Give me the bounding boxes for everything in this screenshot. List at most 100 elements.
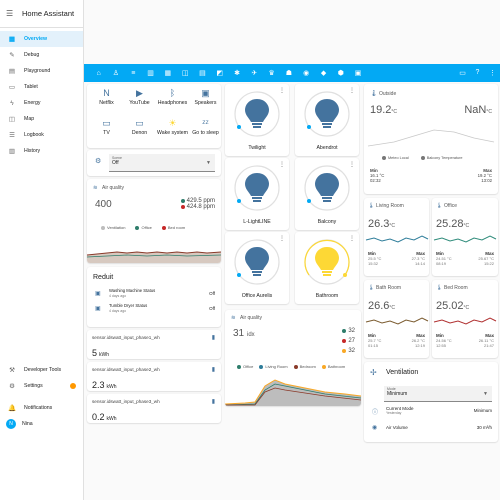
sidebar-item-map[interactable]: ◫ Map	[0, 111, 83, 127]
light-card-bathroom[interactable]: ⋮ Bathroom	[295, 232, 359, 304]
sensor-card[interactable]: sensor.idswatt_input_phase1_wh ▮ 5 kWh	[87, 330, 221, 359]
more-info-icon[interactable]: ⋮	[349, 88, 355, 94]
sidebar-item-icon: ▭	[8, 84, 16, 91]
view-tab-icon[interactable]: ☗	[285, 70, 293, 77]
media-tile-go-to-sleep[interactable]: ᶻᶻ Go to sleep	[188, 116, 221, 144]
room-card-bath-room[interactable]: 🌡 Bath Room 26.6°C Min 25.7 °C 01:15 Max 26.2 °…	[364, 280, 429, 358]
sidebar-item-overview[interactable]: ▦ Overview	[0, 31, 83, 47]
ventilation-mode-select[interactable]: Mode Minimum ▼	[384, 386, 492, 402]
view-tab-icon[interactable]: ◩	[216, 70, 224, 77]
light-card-abendrot[interactable]: ⋮ Abendrot	[295, 84, 359, 156]
room-min-time: 15:32	[368, 261, 379, 266]
sidebar-item-label: Notifications	[24, 405, 53, 411]
sidebar-item-label: Nina	[22, 421, 33, 427]
view-tab-icon[interactable]: ▤	[199, 70, 206, 77]
room-max: 26.11 °C	[478, 338, 494, 343]
air-stat-2: 424.8 ppm	[186, 204, 215, 210]
light-card-l-lightline[interactable]: ⋮ L-LightLINE	[225, 158, 289, 230]
sidebar-item-history[interactable]: ▥ History	[0, 143, 83, 159]
view-tab-icon[interactable]: ▣	[354, 70, 362, 77]
help-icon[interactable]: ?	[475, 69, 480, 76]
sidebar-item-debug[interactable]: ✎ Debug	[0, 47, 83, 63]
ventilation-mode-value: Minimum	[387, 391, 408, 397]
air-quality-2-unit: idx	[247, 332, 255, 338]
air2-stat: 32	[348, 348, 355, 354]
light-card-office-aurelis[interactable]: ⋮ Office Aurelis	[225, 232, 289, 304]
light-card-twilight[interactable]: ⋮ Twilight	[225, 84, 289, 156]
room-card-office[interactable]: 🌡 Office 25.28°C Min 24.51 °C 08:19 Max 25.67 °…	[432, 198, 498, 276]
outside-title: Outside	[379, 91, 397, 97]
view-tab-icon[interactable]: ⬢	[337, 70, 344, 77]
air-icon-2: ≋	[231, 315, 236, 321]
sidebar-item-playground[interactable]: ▤ Playground	[0, 63, 83, 79]
sidebar-item-nina[interactable]: N Nina	[0, 416, 84, 432]
avatar: N	[6, 419, 16, 429]
light-label: Bathroom	[315, 293, 339, 299]
assist-icon[interactable]: ▭	[459, 70, 466, 77]
media-label: Denon	[131, 130, 148, 136]
more-info-icon[interactable]: ⋮	[349, 162, 355, 168]
menu-icon[interactable]: ☰	[6, 9, 14, 18]
room-card-bed-room[interactable]: 🌡 Bed Room 25.02°C Min 24.56 °C 12:55 Max 26.11…	[432, 280, 498, 358]
sidebar-item-settings[interactable]: ⚙ Settings	[0, 378, 84, 394]
air-legend-item: Bed room	[167, 225, 186, 230]
media-tile-tv[interactable]: ▭ TV	[89, 116, 124, 144]
more-info-icon[interactable]: ⋮	[279, 88, 285, 94]
sensor-card[interactable]: sensor.idswatt_input_phase3_wh ▮ 0.2 kWh	[87, 394, 221, 423]
media-tile-speakers[interactable]: ▣ Speakers	[188, 86, 221, 114]
room-max-label: Max	[416, 251, 425, 256]
media-tile-wake-system[interactable]: ☀ Wake system	[155, 116, 190, 144]
room-min: 25.7 °C	[368, 338, 382, 343]
media-label: Netflix	[99, 100, 114, 106]
view-tab-icon[interactable]: ✱	[234, 70, 240, 77]
sidebar-item-label: Playground	[24, 68, 51, 74]
reduit-card: Reduit ▣ Washing Machine Status 4 days ago…	[87, 267, 221, 327]
media-icon: ▭	[102, 118, 111, 128]
media-tile-denon[interactable]: ▭ Denon	[122, 116, 157, 144]
sidebar-item-energy[interactable]: ϟ Energy	[0, 95, 83, 111]
media-tile-netflix[interactable]: N Netflix	[89, 86, 124, 114]
sensor-name: sensor.idswatt_input_phase1_wh	[92, 335, 160, 340]
media-tile-headphones[interactable]: ᛒ Headphones	[155, 86, 190, 114]
view-tab-icon[interactable]: ♛	[268, 70, 275, 77]
room-min-label: Min	[436, 333, 444, 338]
room-min: 24.51 °C	[436, 256, 452, 261]
media-tile-youtube[interactable]: ▶ YouTube	[122, 86, 157, 114]
view-tab-icon[interactable]: ≡	[131, 69, 136, 77]
sidebar-item-icon: ✎	[9, 52, 15, 59]
more-info-icon[interactable]: ⋮	[279, 162, 285, 168]
lightbulb-icon	[234, 91, 280, 137]
view-tab-icon[interactable]: ✈	[251, 70, 258, 77]
outside-graph	[367, 129, 495, 147]
view-tab-icon[interactable]: ◫	[181, 70, 189, 77]
sidebar-item-icon: ◫	[8, 116, 16, 123]
chevron-down-icon: ▼	[206, 160, 211, 166]
room-card-living-room[interactable]: 🌡 Living Room 26.3°C Min 25.5 °C 15:32 Max 27.3…	[364, 198, 429, 276]
air2-stat: 32	[348, 328, 355, 334]
room-name: Bath Room	[376, 285, 402, 291]
appliance-icon: ▣	[95, 306, 101, 312]
view-tab-icon[interactable]: ▥	[147, 70, 154, 77]
overflow-menu-icon[interactable]: ⋮	[489, 70, 496, 77]
sensor-card[interactable]: sensor.idswatt_input_phase2_wh ▮ 2.3 kWh	[87, 362, 221, 391]
view-tab-icon[interactable]: ♙	[112, 70, 120, 77]
light-card-balcony[interactable]: ⋮ Balcony	[295, 158, 359, 230]
sidebar-item-notifications[interactable]: 🔔 Notifications	[0, 400, 84, 416]
outside-min-time: 02:32	[370, 178, 381, 183]
view-tab-icon[interactable]: ⌂	[96, 69, 101, 77]
room-max-time: 15:22	[483, 261, 494, 266]
view-tab-icon[interactable]: ▦	[164, 70, 172, 77]
more-info-icon[interactable]: ⋮	[349, 236, 355, 242]
scene-select[interactable]: Scene Off ▼	[109, 154, 215, 172]
air-stat-1: 429.5 ppm	[186, 198, 215, 204]
view-tab-icon[interactable]: ◆	[320, 70, 327, 77]
room-max-time: 21:47	[483, 343, 494, 348]
sidebar-item-tablet[interactable]: ▭ Tablet	[0, 79, 83, 95]
more-info-icon[interactable]: ⋮	[279, 236, 285, 242]
room-temp: 25.28°C	[436, 218, 470, 230]
room-max-time: 14:14	[414, 261, 425, 266]
view-tab-icon[interactable]: ◉	[303, 70, 310, 77]
sidebar-item-developer-tools[interactable]: ⚒ Developer Tools	[0, 362, 84, 378]
sidebar-item-logbook[interactable]: ☰ Logbook	[0, 127, 83, 143]
light-label: Abendrot	[316, 145, 338, 151]
